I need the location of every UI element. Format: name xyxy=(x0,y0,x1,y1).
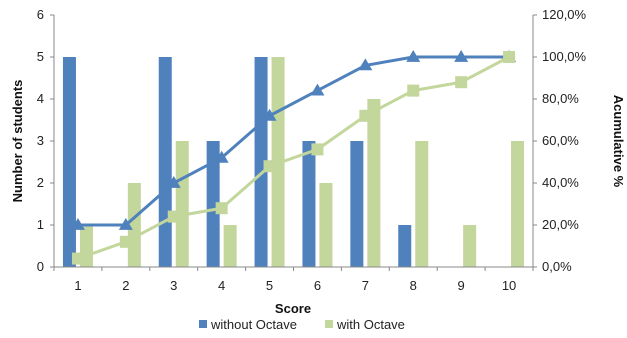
bar-without-octave-4 xyxy=(206,141,220,267)
x-tick-label-10: 10 xyxy=(502,278,516,293)
y2-axis-title: Acumulative % xyxy=(611,95,626,188)
x-tick-label-7: 7 xyxy=(362,278,369,293)
bar-with-octave-10 xyxy=(511,141,525,267)
x-tick-label-3: 3 xyxy=(170,278,177,293)
y-tick-label-4: 4 xyxy=(37,91,44,106)
x-tick-label-5: 5 xyxy=(266,278,273,293)
y-tick-label-1: 1 xyxy=(37,217,44,232)
legend-swatch-without-octave xyxy=(199,320,207,328)
bar-without-octave-3 xyxy=(158,57,172,267)
legend-label-with-octave: with Octave xyxy=(336,317,405,332)
point-without-octave-cumulative-8 xyxy=(406,50,421,62)
x-tick-label-2: 2 xyxy=(122,278,129,293)
point-with-octave-cumulative-10 xyxy=(503,51,516,63)
point-with-octave-cumulative-9 xyxy=(455,76,468,89)
y2-tick-label-0: 0,0% xyxy=(542,259,572,274)
point-without-octave-cumulative-1 xyxy=(70,218,85,230)
point-with-octave-cumulative-4 xyxy=(215,202,228,215)
y2-tick-label-4: 80,0% xyxy=(542,91,579,106)
x-tick-label-9: 9 xyxy=(458,278,465,293)
bar-with-octave-4 xyxy=(223,225,237,267)
bar-without-octave-6 xyxy=(302,141,316,267)
point-without-octave-cumulative-7 xyxy=(358,58,373,71)
y2-tick-label-5: 100,0% xyxy=(542,49,587,64)
point-with-octave-cumulative-7 xyxy=(359,109,372,122)
point-with-octave-cumulative-3 xyxy=(167,210,180,223)
bar-without-octave-7 xyxy=(350,141,364,267)
point-without-octave-cumulative-3 xyxy=(166,176,181,188)
x-axis-title: Score xyxy=(275,301,311,316)
x-tick-label-4: 4 xyxy=(218,278,225,293)
point-without-octave-cumulative-9 xyxy=(454,50,469,62)
bar-without-octave-8 xyxy=(398,225,412,267)
point-without-octave-cumulative-5 xyxy=(262,108,277,121)
bar-without-octave-5 xyxy=(254,57,268,267)
point-with-octave-cumulative-6 xyxy=(311,143,324,156)
x-tick-label-6: 6 xyxy=(314,278,321,293)
point-without-octave-cumulative-6 xyxy=(310,83,325,96)
y2-tick-label-6: 120,0% xyxy=(542,7,587,22)
point-with-octave-cumulative-2 xyxy=(119,235,132,248)
bar-with-octave-6 xyxy=(319,183,333,267)
bar-with-octave-8 xyxy=(415,141,429,267)
point-with-octave-cumulative-1 xyxy=(71,252,84,265)
bar-without-octave-1 xyxy=(62,57,76,267)
bar-with-octave-9 xyxy=(463,225,477,267)
bar-with-octave-3 xyxy=(175,141,189,267)
line-with-octave-cumulative xyxy=(77,55,510,261)
x-tick-label-1: 1 xyxy=(74,278,81,293)
y2-tick-label-2: 40,0% xyxy=(542,175,579,190)
y-tick-label-6: 6 xyxy=(37,7,44,22)
y-tick-label-2: 2 xyxy=(37,175,44,190)
point-without-octave-cumulative-2 xyxy=(118,218,133,230)
bar-with-octave-7 xyxy=(367,99,381,267)
y-tick-label-5: 5 xyxy=(37,49,44,64)
point-with-octave-cumulative-5 xyxy=(263,160,276,173)
point-with-octave-cumulative-8 xyxy=(407,84,420,97)
x-tick-label-8: 8 xyxy=(410,278,417,293)
y-axis-title: Number of students xyxy=(10,80,25,203)
y2-tick-label-1: 20,0% xyxy=(542,217,579,232)
point-without-octave-cumulative-4 xyxy=(214,150,229,163)
legend-swatch-with-octave xyxy=(325,320,333,328)
y-tick-label-0: 0 xyxy=(37,259,44,274)
legend-label-without-octave: without Octave xyxy=(210,317,297,332)
y2-tick-label-3: 60,0% xyxy=(542,133,579,148)
line-without-octave-cumulative xyxy=(77,55,510,227)
legend: without Octave with Octave xyxy=(199,317,405,332)
y-tick-label-3: 3 xyxy=(37,133,44,148)
